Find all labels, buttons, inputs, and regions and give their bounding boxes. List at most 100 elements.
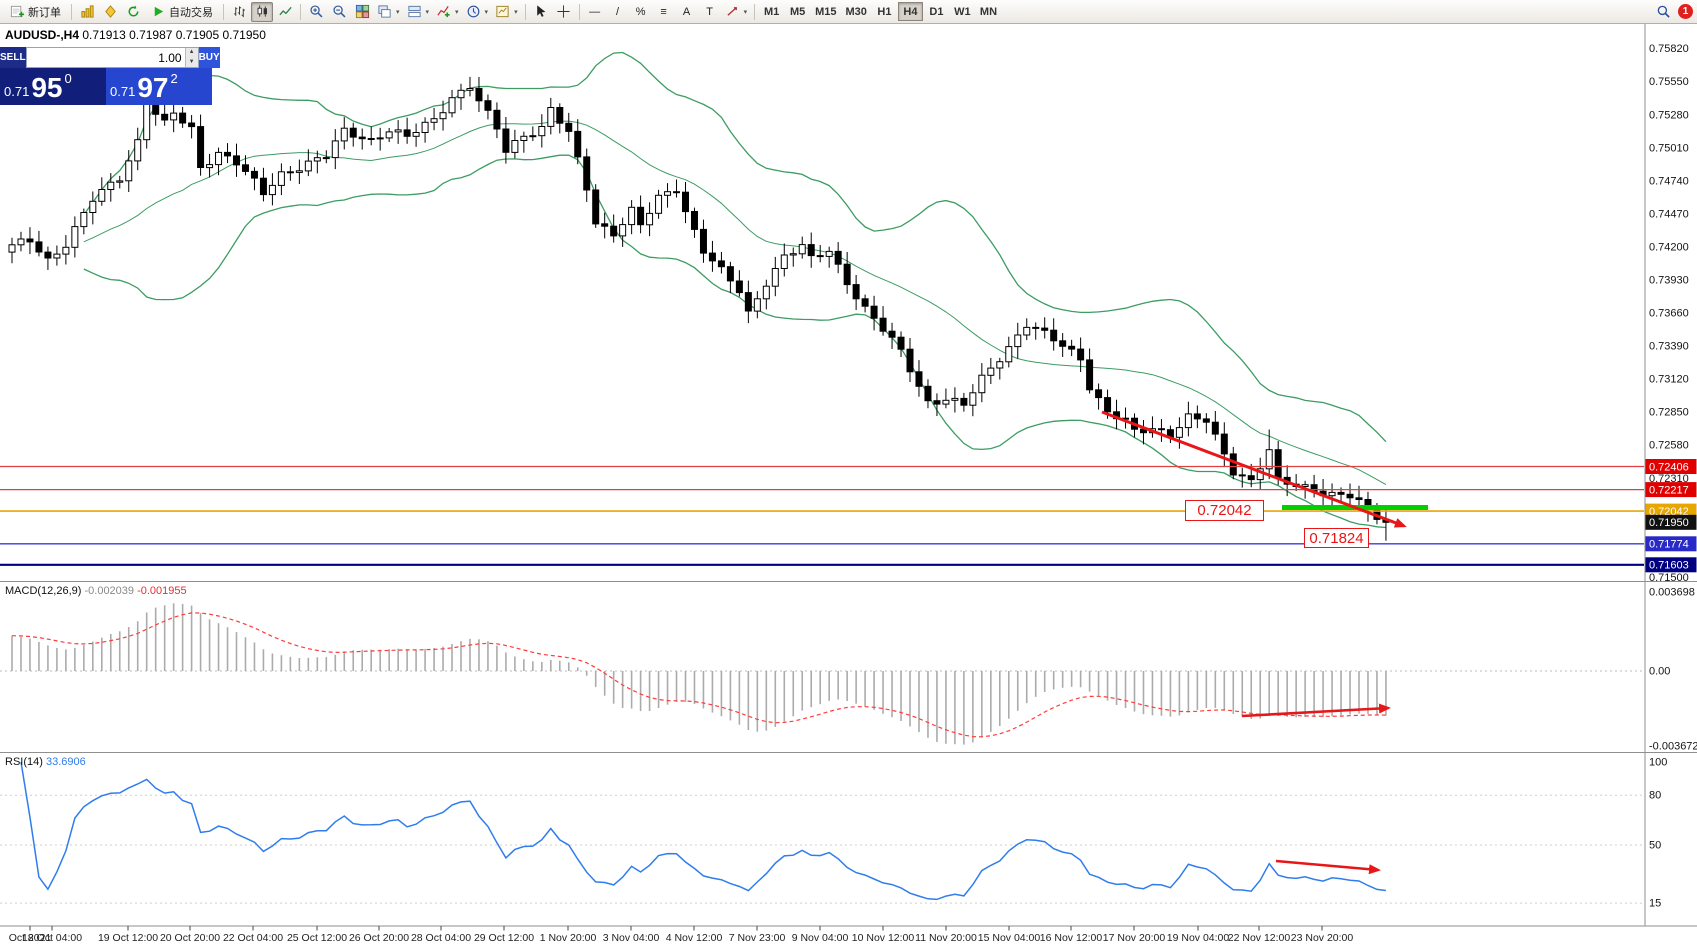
volume-input[interactable] [26, 48, 185, 67]
macd-trend-arrow[interactable] [1241, 703, 1391, 718]
new-order-label: 新订单 [28, 6, 61, 19]
bar-chart-mode-button[interactable] [228, 2, 250, 22]
bollinger-lower [83, 154, 1386, 529]
trendline-tool-button[interactable]: / [607, 2, 629, 22]
macd-histogram [11, 603, 1387, 745]
volume-box: ▲ ▼ [25, 47, 199, 68]
fibonacci-tool-button[interactable]: ≡ [653, 2, 675, 22]
crosshair-button[interactable] [553, 2, 575, 22]
price-badge [1645, 557, 1697, 573]
price-axis-label: 0.72850 [1649, 407, 1689, 419]
rsi-value: 33.6906 [45, 756, 86, 768]
timeframe-w1-button[interactable]: W1 [950, 2, 975, 21]
clock-icon [467, 5, 479, 18]
price-axis-label: 0.72580 [1649, 440, 1689, 452]
price-panel [0, 51, 1644, 566]
volume-down-button[interactable]: ▼ [184, 57, 198, 67]
price-axis-label: 0.74740 [1649, 175, 1689, 187]
macd-axis-label: 0.003698 [1649, 587, 1695, 599]
indicators-button[interactable]: ▾ [433, 2, 462, 22]
arrange-windows-button[interactable]: ▾ [374, 2, 403, 22]
price-badge-label: 0.71950 [1649, 517, 1689, 529]
cascade-windows-icon [407, 5, 421, 18]
macd-name: MACD(12,26,9) [5, 585, 82, 597]
timeframe-h4-button[interactable]: H4 [897, 2, 923, 21]
buy-price-display[interactable]: 0.71 97 2 [106, 68, 212, 105]
rsi-line [20, 761, 1386, 901]
sell-price-display[interactable]: 0.71 95 0 [0, 68, 106, 105]
notification-badge[interactable]: 1 [1678, 4, 1693, 19]
templates-button[interactable]: ▾ [492, 2, 521, 22]
buy-button[interactable]: BUY [198, 47, 220, 68]
refresh-button[interactable] [122, 2, 144, 22]
price-badge-label: 0.72406 [1649, 461, 1689, 473]
auto-trading-label: 自动交易 [169, 6, 213, 19]
zoom-out-button[interactable] [328, 2, 350, 22]
time-axis-label: 10 Nov 12:00 [852, 932, 915, 944]
rsi-axis-label: 15 [1649, 898, 1661, 910]
time-axis-label: 9 Nov 04:00 [792, 932, 849, 944]
periods-button[interactable]: ▾ [463, 2, 492, 22]
channel-tool-button[interactable]: % [630, 2, 652, 22]
rsi-axis-label: 100 [1649, 757, 1667, 769]
time-axis-label: 22 Oct 04:00 [223, 932, 283, 944]
timeframe-m30-button[interactable]: M30 [842, 2, 871, 21]
text-tool-button[interactable]: A [676, 2, 698, 22]
time-axis-label: 16 Nov 12:00 [1040, 932, 1103, 944]
horizontal-line-tool-button[interactable]: — [584, 2, 606, 22]
new-chart-button[interactable] [76, 2, 98, 22]
price-axis-label: 0.75820 [1649, 43, 1689, 55]
rsi-trend-arrow[interactable] [1275, 859, 1381, 875]
cascade-windows-button[interactable]: ▾ [404, 2, 433, 22]
toolbar-separator [71, 3, 72, 20]
bollinger-upper [83, 51, 1387, 443]
time-axis-label: 28 Oct 04:00 [411, 932, 471, 944]
timeframe-h1-button[interactable]: H1 [872, 2, 897, 21]
target-annotation-box[interactable]: 0.71824 [1304, 528, 1369, 548]
cursor-button[interactable] [530, 2, 552, 22]
toolbar-separator [754, 3, 756, 20]
timeframe-m5-button[interactable]: M5 [785, 2, 810, 21]
shapes-button[interactable]: ▾ [722, 2, 751, 22]
chart-header: AUDUSD-,H4 0.71913 0.71987 0.71905 0.719… [5, 28, 266, 42]
line-chart-icon [278, 6, 292, 16]
price-axis-label: 0.73120 [1649, 374, 1689, 386]
price-axis-label: 0.73660 [1649, 308, 1689, 320]
rsi-panel [0, 761, 1644, 904]
timeframe-mn-button[interactable]: MN [976, 2, 1001, 21]
macd-axis-label: -0.003672 [1649, 741, 1697, 753]
sell-price-point: 0 [64, 71, 72, 86]
profiles-icon [104, 5, 116, 18]
price-badge-label: 0.71774 [1649, 539, 1689, 551]
candlestick-mode-button[interactable] [251, 1, 273, 22]
macd-signal-value: -0.001955 [137, 585, 187, 597]
timeframe-group: M1 M5 M15 M30 H1 H4 D1 W1 MN [759, 2, 1001, 21]
price-trend-arrow[interactable] [1101, 410, 1407, 528]
label-tool-button[interactable]: T [699, 2, 721, 22]
time-axis-label: 26 Oct 20:00 [349, 932, 409, 944]
time-axis-label: 4 Nov 12:00 [666, 932, 723, 944]
timeframe-m1-button[interactable]: M1 [759, 2, 784, 21]
volume-up-button[interactable]: ▲ [184, 48, 198, 58]
crosshair-icon [557, 5, 570, 18]
macd-panel [0, 603, 1644, 745]
zoom-in-button[interactable] [305, 2, 327, 22]
tile-windows-button[interactable] [351, 2, 373, 22]
search-button[interactable] [1652, 2, 1674, 22]
sell-button[interactable]: SELL [0, 47, 26, 68]
price-axis-label: 0.73930 [1649, 275, 1689, 287]
dropdown-arrow-icon: ▾ [743, 8, 748, 16]
time-axis-label: 25 Oct 12:00 [287, 932, 347, 944]
timeframe-m15-button[interactable]: M15 [811, 2, 840, 21]
price-axis[interactable]: 0.75820 0.75550 0.75280 0.75010 0.74740 0.744… [1645, 43, 1697, 584]
profiles-button[interactable] [99, 2, 121, 22]
dropdown-arrow-icon: ▾ [455, 8, 459, 16]
new-order-button[interactable]: 新订单 [4, 2, 67, 22]
auto-trading-button[interactable]: 自动交易 [145, 2, 219, 22]
line-chart-mode-button[interactable] [274, 2, 296, 22]
buy-price-base: 0.71 [110, 84, 136, 99]
level-annotation-box[interactable]: 0.72042 [1185, 500, 1264, 521]
timeframe-d1-button[interactable]: D1 [924, 2, 949, 21]
